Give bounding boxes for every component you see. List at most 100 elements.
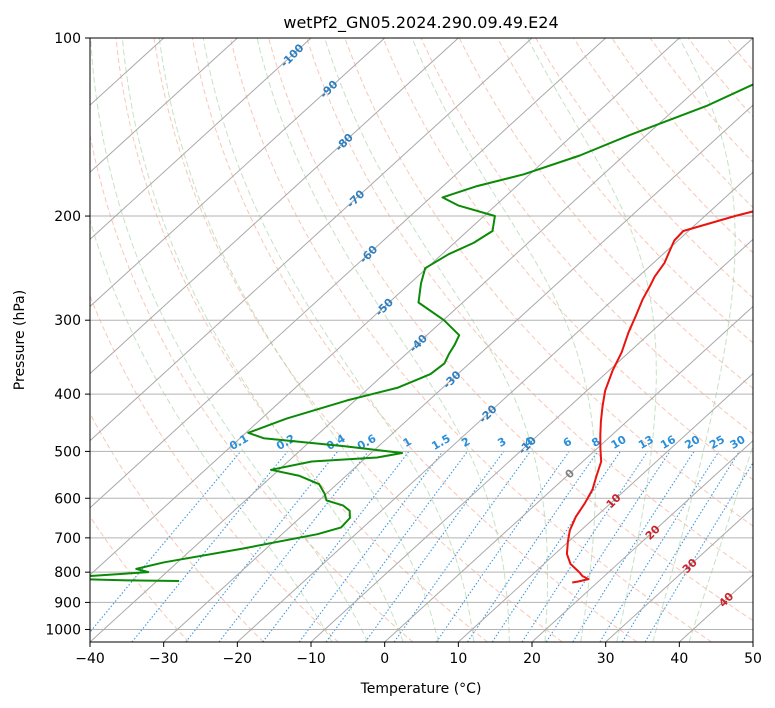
isotherm-gridline [90,38,238,173]
isotherm-gridline [531,439,753,642]
y-tick-label: 700 [54,531,81,547]
x-tick-label: 50 [744,651,762,667]
x-tick-label: 40 [670,651,688,667]
isotherm-gridline [236,171,753,642]
dry-adiabat [90,412,264,642]
mixing-ratio-label: 2 [459,435,472,450]
dry-adiabat [306,38,753,574]
mixing-ratio-line [545,451,671,642]
moist-adiabat [688,444,753,642]
y-tick-label: 200 [54,209,81,225]
y-tick-label: 1000 [45,622,81,638]
dewpoint-profile-line [90,83,753,582]
y-tick-label: 300 [54,313,81,329]
moist-adiabat [121,38,404,642]
background-lines [90,38,775,642]
isotherm-gridline [90,38,386,308]
moist-adiabat [202,38,475,642]
profile-series [90,83,753,584]
x-tick-label: 20 [523,651,541,667]
mixing-ratio-label: 0.4 [324,432,348,453]
mixing-ratio-line [325,451,468,642]
mixing-ratio-line [262,451,410,642]
dry-adiabat [573,38,753,254]
dry-adiabat [496,38,753,344]
isotherm-gridline [605,507,753,642]
moist-adiabat [256,38,510,642]
isotherm-gridline [90,38,312,241]
moist-adiabat [90,38,369,642]
x-axis-title: Temperature (°C) [360,681,482,697]
isotherm-gridline [384,305,753,642]
y-tick-label: 600 [54,491,81,507]
dry-adiabat [191,38,638,642]
dry-adiabat [229,38,712,642]
mixing-ratio-line [467,451,599,642]
isotherm-gridline [90,38,753,642]
x-tick-label: −20 [223,651,253,667]
dry-adiabat [344,38,753,527]
dry-adiabat [420,38,753,435]
mixing-ratio-line [621,451,740,642]
dry-adiabat [687,38,753,118]
y-tick-label: 400 [54,387,81,403]
moist-adiabat [652,38,736,642]
mixing-ratio-line [491,451,621,642]
moist-adiabat [90,218,333,642]
chart-title: wetPf2_GN05.2024.290.09.49.E24 [283,13,558,33]
isotherm-gridline [90,38,533,442]
moist-adiabat [324,38,549,642]
mixing-ratio-label: 6 [561,435,574,450]
dry-adiabat [726,38,753,72]
mixing-ratio-line [599,451,720,642]
dry-adiabat [611,38,753,209]
dry-adiabat [765,38,775,642]
y-tick-label: 100 [54,31,81,47]
mixing-ratio-line [185,451,339,642]
isotherm-gridline [90,38,459,375]
x-tick-label: −40 [75,651,105,667]
x-tick-label: 30 [597,651,615,667]
y-axis-title: Pressure (hPa) [12,290,28,390]
isotherm-gridline [752,641,753,642]
y-tick-label: 900 [54,595,81,611]
y-tick-label: 500 [54,444,81,460]
dry-adiabat [90,132,414,642]
mixing-ratio-label: 0.2 [274,432,297,453]
mixing-ratio-label: 30 [728,433,748,452]
dry-adiabat [153,38,563,642]
isotherm-gridline [90,38,607,509]
mixing-ratio-line [644,461,753,642]
mixing-ratio-line [435,451,570,642]
mixing-ratio-label: 25 [707,433,727,452]
dry-adiabat [268,38,753,622]
mixing-ratio-line [521,451,649,642]
mixing-ratio-line [298,451,444,642]
plot-frame [89,37,754,643]
dry-adiabat [649,38,753,163]
dry-adiabat [115,38,488,642]
x-tick-label: −10 [296,651,326,667]
x-axis: −40 −30 −20 −10 0 10 20 30 40 50 [75,642,762,667]
y-axis: 100 200 300 400 500 600 700 800 900 1000 [45,31,90,638]
mixing-ratio-label: 3 [495,435,508,450]
mixing-ratio-line [90,451,242,633]
mixing-ratio-line [572,451,695,642]
mixing-ratio-label: 16 [658,433,678,452]
y-tick-label: 800 [54,565,81,581]
mixing-ratio-line [364,451,505,642]
isotherm-gridline [310,238,753,642]
dry-adiabat [535,38,753,299]
dry-adiabat [90,515,190,642]
moist-adiabat [158,38,439,642]
x-tick-label: 0 [380,651,389,667]
mixing-ratio-line [218,451,369,642]
temperature-profile-line [565,210,753,584]
x-tick-label: 10 [449,651,467,667]
isotherm-gridline [163,104,753,642]
moist-adiabat [527,38,657,642]
x-tick-label: −30 [149,651,179,667]
isotherm-gridline [90,38,680,576]
